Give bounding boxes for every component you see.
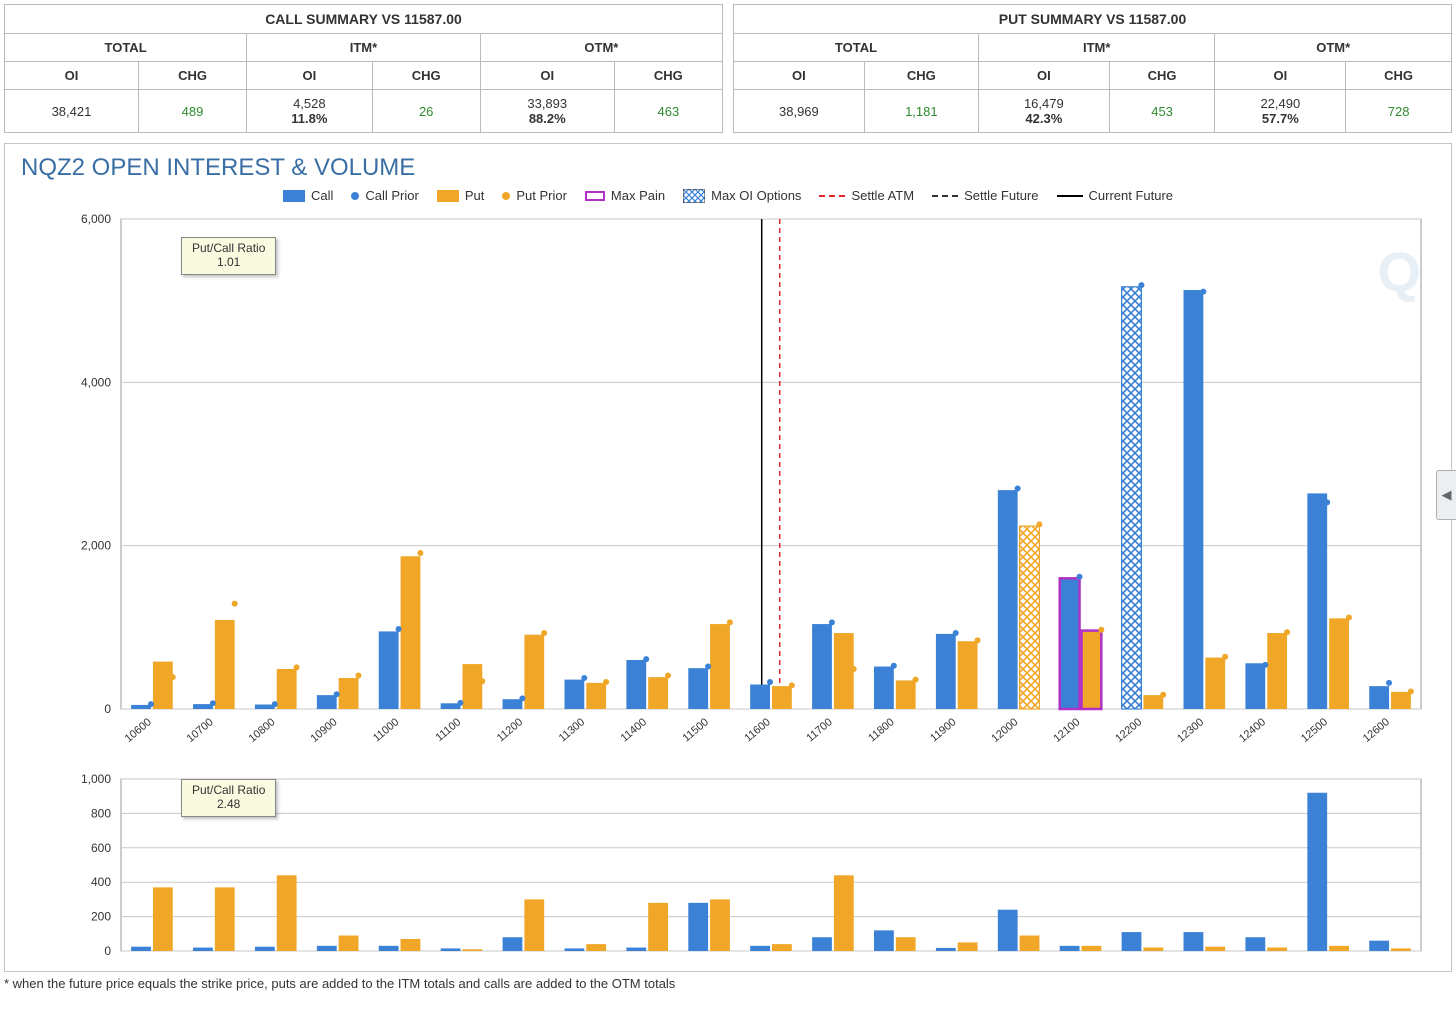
put-itm-oi: 16,47942.3%: [978, 90, 1109, 133]
svg-text:800: 800: [91, 806, 111, 820]
legend-max-oi: Max OI Options: [683, 188, 801, 203]
col-chg: CHG: [372, 62, 480, 90]
svg-text:11700: 11700: [804, 716, 835, 744]
legend-put: Put: [437, 188, 485, 203]
legend-current-future: Current Future: [1057, 188, 1174, 203]
call-summary-title: CALL SUMMARY VS 11587.00: [5, 5, 723, 34]
col-chg: CHG: [614, 62, 722, 90]
svg-text:12000: 12000: [989, 716, 1020, 745]
svg-text:11300: 11300: [557, 716, 588, 744]
legend-call-prior: Call Prior: [351, 188, 418, 203]
svg-text:1,000: 1,000: [81, 772, 111, 786]
col-chg: CHG: [864, 62, 978, 90]
vol-chart-area: Put/Call Ratio2.48 0 200 400 600 800 1,000: [11, 769, 1445, 969]
legend-settle-atm: Settle ATM: [819, 188, 914, 203]
legend-max-pain: Max Pain: [585, 188, 665, 203]
svg-text:11800: 11800: [866, 716, 897, 744]
put-summary-table: PUT SUMMARY VS 11587.00 TOTAL ITM* OTM* …: [733, 4, 1452, 133]
svg-text:11200: 11200: [495, 716, 526, 744]
call-otm-chg: 463: [614, 90, 722, 133]
call-group-otm: OTM*: [480, 34, 722, 62]
put-total-oi: 38,969: [734, 90, 865, 133]
svg-text:12200: 12200: [1113, 716, 1144, 745]
svg-text:12400: 12400: [1237, 716, 1268, 745]
side-expand-tab[interactable]: ◀: [1436, 470, 1456, 520]
svg-text:10700: 10700: [185, 716, 216, 745]
legend-call: Call: [283, 188, 333, 203]
put-otm-oi: 22,49057.7%: [1215, 90, 1346, 133]
put-group-total: TOTAL: [734, 34, 979, 62]
oi-ratio-box: Put/Call Ratio1.01: [181, 237, 276, 275]
col-oi: OI: [247, 62, 372, 90]
call-group-total: TOTAL: [5, 34, 247, 62]
put-group-otm: OTM*: [1215, 34, 1452, 62]
put-summary-row: 38,969 1,181 16,47942.3% 453 22,49057.7%…: [734, 90, 1452, 133]
svg-text:6,000: 6,000: [81, 212, 111, 226]
col-oi: OI: [5, 62, 139, 90]
svg-text:10600: 10600: [123, 716, 154, 745]
svg-text:11400: 11400: [619, 716, 650, 744]
svg-text:10900: 10900: [308, 716, 339, 745]
svg-text:4,000: 4,000: [81, 375, 111, 389]
put-otm-chg: 728: [1346, 90, 1452, 133]
svg-text:11000: 11000: [371, 716, 402, 744]
svg-text:400: 400: [91, 875, 111, 889]
col-oi: OI: [1215, 62, 1346, 90]
summary-tables: CALL SUMMARY VS 11587.00 TOTAL ITM* OTM*…: [0, 0, 1456, 137]
svg-text:11100: 11100: [433, 716, 463, 744]
call-summary-row: 38,421 489 4,52811.8% 26 33,89388.2% 463: [5, 90, 723, 133]
call-summary-table: CALL SUMMARY VS 11587.00 TOTAL ITM* OTM*…: [4, 4, 723, 133]
svg-text:2,000: 2,000: [81, 539, 111, 553]
col-oi: OI: [734, 62, 865, 90]
chevron-left-icon: ◀: [1442, 487, 1452, 503]
svg-text:0: 0: [104, 944, 111, 958]
call-total-oi: 38,421: [5, 90, 139, 133]
chart-panel: NQZ2 OPEN INTEREST & VOLUME Call Call Pr…: [4, 143, 1452, 972]
col-oi: OI: [480, 62, 614, 90]
footnote: * when the future price equals the strik…: [0, 972, 1456, 991]
svg-text:0: 0: [104, 702, 111, 716]
call-otm-oi: 33,89388.2%: [480, 90, 614, 133]
svg-text:11600: 11600: [742, 716, 773, 744]
call-group-itm: ITM*: [247, 34, 481, 62]
chart-title: NQZ2 OPEN INTEREST & VOLUME: [11, 150, 1445, 188]
col-chg: CHG: [138, 62, 246, 90]
col-oi: OI: [978, 62, 1109, 90]
svg-text:12600: 12600: [1361, 716, 1392, 745]
svg-text:10800: 10800: [247, 716, 278, 745]
call-itm-oi: 4,52811.8%: [247, 90, 372, 133]
svg-text:600: 600: [91, 841, 111, 855]
col-chg: CHG: [1346, 62, 1452, 90]
svg-text:12300: 12300: [1175, 716, 1206, 745]
legend-put-prior: Put Prior: [502, 188, 567, 203]
call-itm-chg: 26: [372, 90, 480, 133]
svg-text:12500: 12500: [1299, 716, 1330, 745]
chart-legend: Call Call Prior Put Put Prior Max Pain M…: [11, 188, 1445, 203]
call-total-chg: 489: [138, 90, 246, 133]
put-total-chg: 1,181: [864, 90, 978, 133]
svg-text:11500: 11500: [680, 716, 711, 744]
oi-chart-area: Q Put/Call Ratio1.01 02,0004,0006,000106…: [11, 209, 1445, 769]
oi-chart[interactable]: 0 2,000 4,000 6,000 10600 10700 10800 10900 1100…: [11, 209, 1441, 769]
svg-text:12100: 12100: [1051, 716, 1082, 745]
svg-text:11900: 11900: [928, 716, 959, 744]
legend-settle-future: Settle Future: [932, 188, 1038, 203]
svg-text:200: 200: [91, 910, 111, 924]
vol-ratio-box: Put/Call Ratio2.48: [181, 779, 276, 817]
col-chg: CHG: [1109, 62, 1215, 90]
put-itm-chg: 453: [1109, 90, 1215, 133]
put-group-itm: ITM*: [978, 34, 1215, 62]
put-summary-title: PUT SUMMARY VS 11587.00: [734, 5, 1452, 34]
